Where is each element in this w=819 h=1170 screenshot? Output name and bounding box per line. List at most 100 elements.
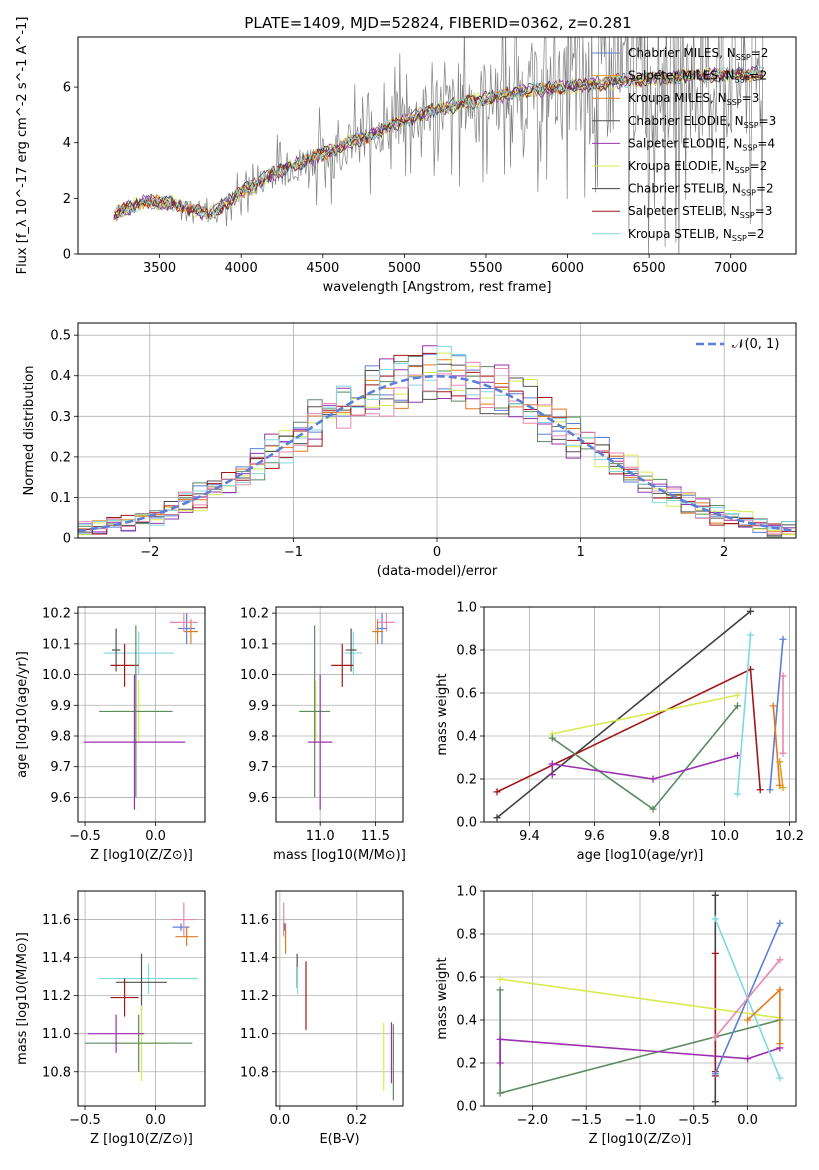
mass_vs_Z-point-4 <box>116 953 167 1011</box>
age_vs_Z-point-2 <box>169 613 198 632</box>
age_vs_Z-ylabel: age [log10(age/yr)] <box>15 651 30 778</box>
age_vs_Z-point-1 <box>183 619 198 644</box>
residuals-xtick-label-2: 0 <box>433 545 441 560</box>
age_vs_Z-ytick-label-1: 9.7 <box>50 760 71 775</box>
mass_weight_vs_Z-ylabel: mass weight <box>435 957 450 1039</box>
mass_weight_vs_age-ytick-label-1: 0.2 <box>456 773 477 788</box>
residuals-ytick-label-3: 0.3 <box>50 410 71 425</box>
mass_vs_Z-xlabel: Z [log10(Z/Z⊙)] <box>90 1132 193 1147</box>
age_vs_Z-xlabel: Z [log10(Z/Z⊙)] <box>90 848 193 863</box>
residuals-frame <box>77 322 797 539</box>
mass_weight_vs_age-series-3 <box>551 705 739 811</box>
mass_vs_ebv-xlabel: E(B-V) <box>319 1132 359 1147</box>
mass_weight_vs_age-marker-4-3 <box>734 751 741 759</box>
residuals-ytick-label-5: 0.5 <box>50 329 71 344</box>
residuals-ylabel: Normed distribution <box>22 366 37 496</box>
mass_weight_vs_Z-ytick-label-1: 0.2 <box>456 1057 477 1072</box>
mass_weight_vs_Z-series-7 <box>714 959 781 1038</box>
mass_vs_ebv-xtick-label-1: 0.2 <box>346 1113 367 1128</box>
spectrum-legend-label-4: Salpeter ELODIE, NSSP=4 <box>628 136 775 152</box>
mass_weight_vs_age-series-6 <box>769 639 784 790</box>
age_vs_mass-xtick-label-1: 11.5 <box>361 829 390 844</box>
age_vs_mass-ytick-label-4: 10.0 <box>240 668 269 683</box>
mass_weight_vs_Z-marker-5-0 <box>711 915 719 923</box>
age_vs_Z-axes: −0.5 0.0 9.6 9.7 9.8 9.9 10.0 10.1 10.2 Z [log10(… <box>15 607 205 863</box>
age_vs_Z-ytick-label-4: 10.0 <box>42 668 71 683</box>
mass_weight_vs_age-ytick-label-2: 0.4 <box>456 730 477 745</box>
mass_vs_Z-ytick-label-2: 11.2 <box>42 989 71 1004</box>
residuals-normal-curve <box>77 374 797 533</box>
age_vs_Z-frame <box>77 606 206 823</box>
mass_vs_Z-ytick-label-3: 11.4 <box>42 951 71 966</box>
mass_vs_ebv-ytick-label-4: 11.6 <box>240 913 269 928</box>
spectrum-legend-label-8: Kroupa STELIB, NSSP=2 <box>628 227 765 243</box>
mass_weight_vs_Z-marker-3-1 <box>496 1089 504 1097</box>
age_vs_Z-point-8 <box>83 674 186 810</box>
mass_weight_vs_age-xtick-label-2: 9.8 <box>649 829 670 844</box>
spectrum-model-8 <box>113 65 764 224</box>
mass_weight_vs_age-marker-0-1 <box>747 607 754 615</box>
mass_weight_vs_Z-xtick-label-2: −1.0 <box>624 1113 656 1128</box>
mass_weight_vs_age-marker-4-0 <box>548 771 556 779</box>
mass_weight_vs_Z-xtick-label-1: −1.5 <box>570 1113 602 1128</box>
spectrum-xtick-label-6: 6500 <box>633 261 666 276</box>
age_vs_Z-xtick-label-0: −0.5 <box>69 829 101 844</box>
age_vs_mass-point-2 <box>377 613 396 632</box>
mass_weight_vs_Z-ytick-label-5: 1.0 <box>456 885 477 900</box>
age_vs_Z-point-7 <box>99 625 173 798</box>
mass_vs_ebv-ytick-label-2: 11.2 <box>240 989 269 1004</box>
mass_weight_vs_Z-marker-8-2 <box>776 1040 784 1048</box>
mass_weight_vs_age-marker-0-0 <box>493 814 501 822</box>
age_vs_Z-xtick-label-1: 0.0 <box>145 829 166 844</box>
mass_vs_Z-xtick-label-1: 0.0 <box>145 1113 166 1128</box>
age_vs_mass-frame <box>275 606 404 823</box>
mass_vs_Z-point-2 <box>172 902 196 937</box>
mass_weight_vs_age-marker-8-0 <box>779 672 787 680</box>
mass_weight_vs_age-marker-3-1 <box>649 805 657 813</box>
age_vs_mass-point-0 <box>376 613 388 644</box>
age_vs_mass-point-7 <box>299 625 331 798</box>
mass_vs_ebv-ytick-label-1: 11.0 <box>240 1027 269 1042</box>
age_vs_mass-point-3 <box>344 631 363 675</box>
residuals-xtick-label-1: −1 <box>284 545 303 560</box>
mass_weight_vs_age-ytick-label-0: 0.0 <box>456 816 477 831</box>
mass_weight_vs_age-xtick-label-0: 9.4 <box>519 829 540 844</box>
spectrum-xtick-label-4: 5500 <box>469 261 502 276</box>
age_vs_mass-point-4 <box>345 628 357 672</box>
mass_weight_vs_Z-marker-2-0 <box>496 975 504 983</box>
age_vs_Z-point-5 <box>110 643 139 687</box>
spectrum-ytick-label-0: 0 <box>63 248 71 263</box>
residuals-axes: −2 −1 0 1 2 0 0.1 0.2 0.3 0.4 0.5 (data-model)/erro… <box>22 323 797 579</box>
mass_vs_ebv-ytick-label-3: 11.4 <box>240 951 269 966</box>
age_vs_mass-point-1 <box>372 619 384 644</box>
mass_weight_vs_Z-marker-6-0 <box>711 1070 719 1078</box>
mass_weight_vs_age-series-0 <box>496 610 752 819</box>
mass_weight_vs_age-marker-5-0 <box>734 790 741 798</box>
age_vs_Z-point-3 <box>103 631 174 675</box>
mass_weight_vs_Z-marker-7-0 <box>711 1033 719 1041</box>
residuals-xlabel: (data-model)/error <box>377 564 498 579</box>
mass_vs_Z-frame <box>77 890 206 1107</box>
mass_weight_vs_Z-marker-1-0 <box>711 949 719 957</box>
mass_weight_vs_Z-ytick-label-0: 0.0 <box>456 1100 477 1115</box>
mass_weight_vs_Z-marker-0-1 <box>711 891 719 899</box>
age_vs_mass-ytick-label-2: 9.8 <box>248 730 269 745</box>
mass_weight_vs_age-xtick-label-3: 10.0 <box>710 829 739 844</box>
mass_vs_ebv-axes: 0.0 0.2 10.8 11.0 11.2 11.4 11.6 E(B-V) <box>240 891 403 1147</box>
age_vs_mass-ytick-label-5: 10.1 <box>240 637 269 652</box>
age_vs_Z-ytick-label-0: 9.6 <box>50 791 71 806</box>
mass_vs_Z-ytick-label-0: 10.8 <box>42 1065 71 1080</box>
mass_vs_Z-point-3 <box>99 963 198 994</box>
age_vs_Z-ytick-label-6: 10.2 <box>42 607 71 622</box>
mass_weight_vs_age-marker-2-1 <box>734 691 741 699</box>
spectrum-ytick-label-2: 4 <box>63 136 71 151</box>
mass_weight_vs_Z-ytick-label-2: 0.4 <box>456 1014 477 1029</box>
mass_weight_vs_Z-frame <box>483 890 797 1107</box>
mass_vs_Z-axes: −0.5 0.0 10.8 11.0 11.2 11.4 11.6 Z [log10(Z/Z⊙… <box>15 891 205 1147</box>
mass_weight_vs_Z-marker-7-1 <box>776 956 784 964</box>
mass_weight_vs_Z-xtick-label-3: −0.5 <box>678 1113 710 1128</box>
age_vs_mass-ytick-label-0: 9.6 <box>248 791 269 806</box>
residuals-ytick-label-0: 0 <box>63 532 71 547</box>
mass_weight_vs_age-marker-4-2 <box>649 775 657 783</box>
mass_weight_vs_age-marker-1-2 <box>756 786 764 794</box>
